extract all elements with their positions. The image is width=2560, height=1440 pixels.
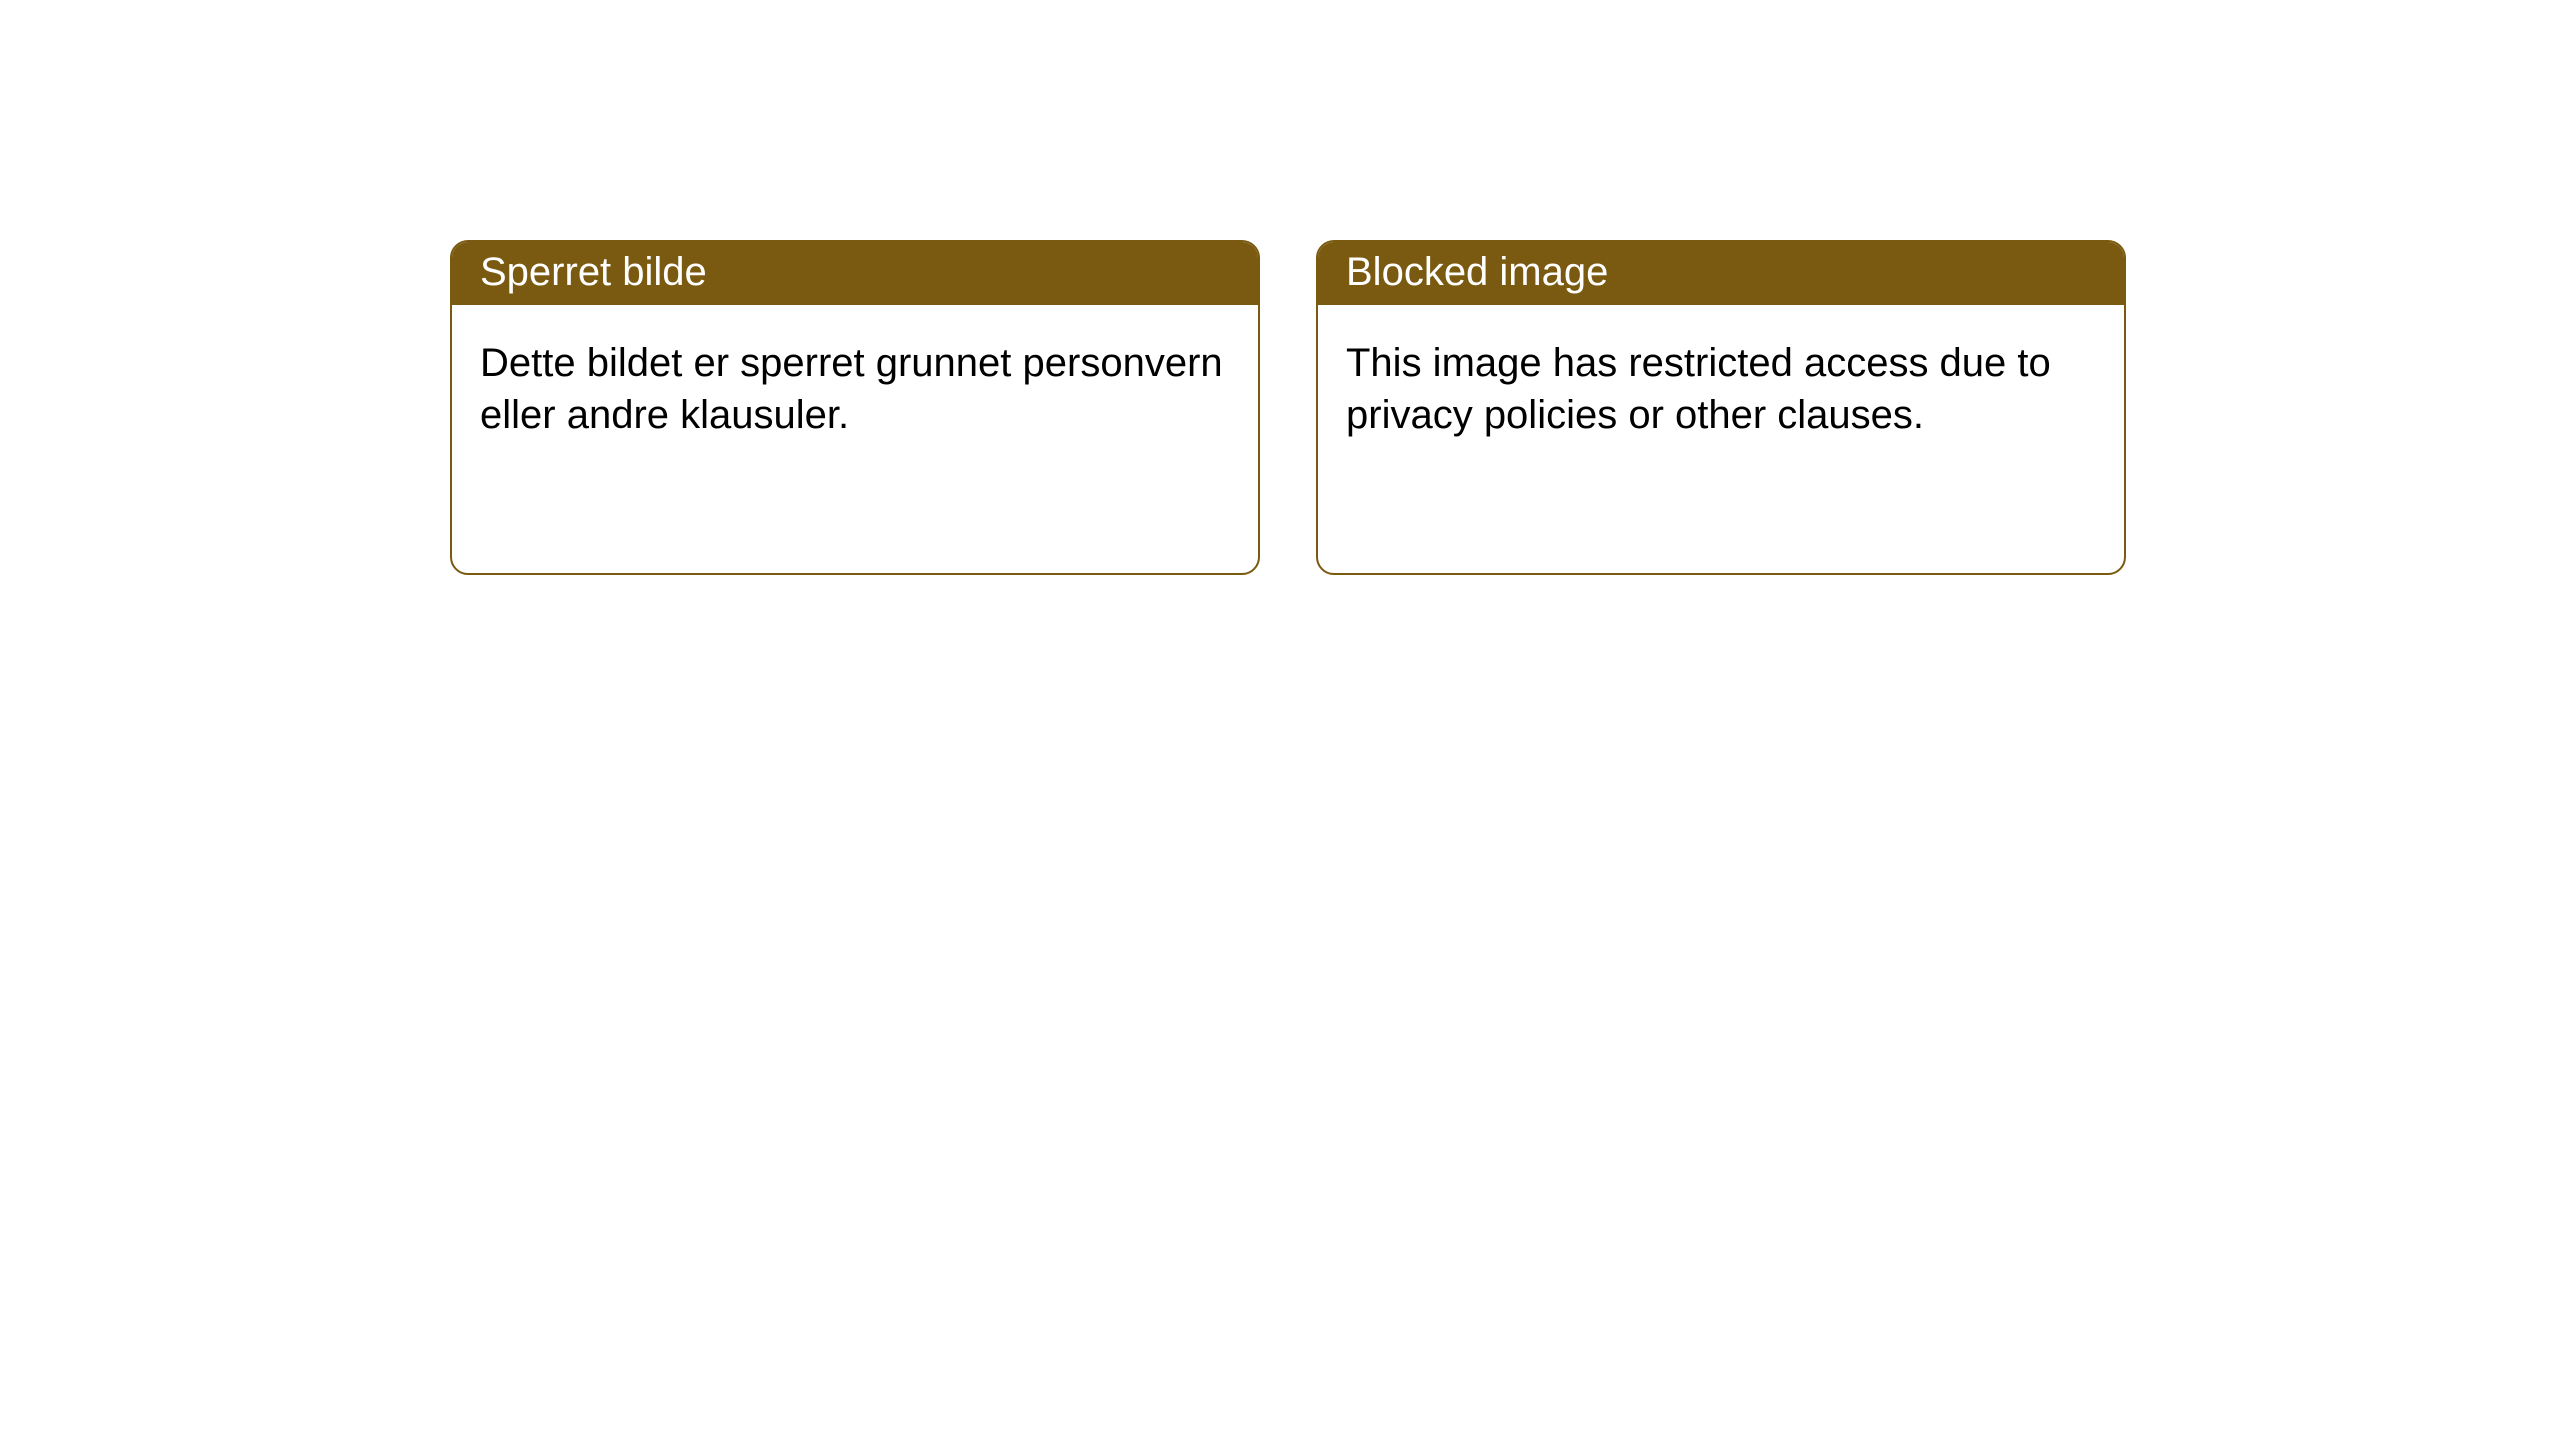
- notice-container: Sperret bilde Dette bildet er sperret gr…: [0, 0, 2560, 575]
- notice-body: This image has restricted access due to …: [1318, 305, 2124, 473]
- notice-body: Dette bildet er sperret grunnet personve…: [452, 305, 1258, 473]
- notice-card-norwegian: Sperret bilde Dette bildet er sperret gr…: [450, 240, 1260, 575]
- notice-title: Sperret bilde: [452, 242, 1258, 305]
- notice-card-english: Blocked image This image has restricted …: [1316, 240, 2126, 575]
- notice-title: Blocked image: [1318, 242, 2124, 305]
